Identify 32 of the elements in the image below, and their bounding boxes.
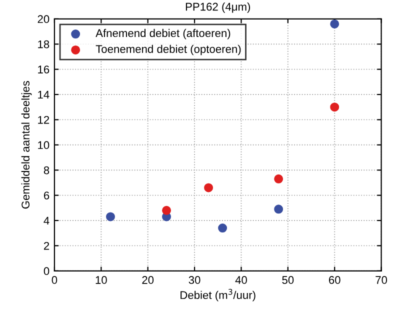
- point: [330, 102, 340, 112]
- point: [162, 206, 172, 215]
- point: [330, 19, 340, 28]
- y-tick-label: 16: [38, 66, 50, 74]
- y-axis-title: Gemiddeld aantal deeltjes: [21, 81, 32, 209]
- x-axis-title: Debiet (m$^{3}$/uur): [180, 288, 256, 302]
- x-tick-label: 20: [142, 276, 154, 284]
- point: [218, 224, 228, 233]
- point: [106, 212, 115, 222]
- point: [274, 174, 284, 184]
- x-tick-label: 30: [188, 276, 200, 284]
- point: [204, 183, 214, 192]
- y-tick-label: 14: [38, 90, 50, 99]
- y-tick-label: 0: [44, 267, 50, 276]
- x-tick-label: 10: [96, 276, 107, 284]
- y-tick-label: 8: [44, 166, 50, 174]
- x-tick-label: 40: [235, 276, 247, 284]
- x-tick-label: 60: [328, 276, 340, 284]
- y-tick-label: 18: [38, 40, 50, 48]
- y-tick-label: 10: [38, 141, 50, 150]
- chart-title: PP162 (4μm): [186, 2, 250, 13]
- y-tick-label: 4: [44, 216, 50, 225]
- y-tick-label: 6: [44, 192, 50, 200]
- legend-label: Afnemend debiet (aftoeren): [96, 28, 230, 40]
- x-tick-label: 70: [376, 276, 388, 284]
- x-tick-label: 0: [52, 276, 58, 284]
- point: [274, 204, 284, 214]
- y-tick-label: 12: [38, 116, 50, 124]
- x-tick-label: 50: [282, 276, 294, 284]
- y-tick-label: 2: [44, 242, 50, 250]
- y-tick-label: 20: [38, 15, 50, 24]
- legend-label: Toenemend debiet (optoeren): [96, 44, 241, 56]
